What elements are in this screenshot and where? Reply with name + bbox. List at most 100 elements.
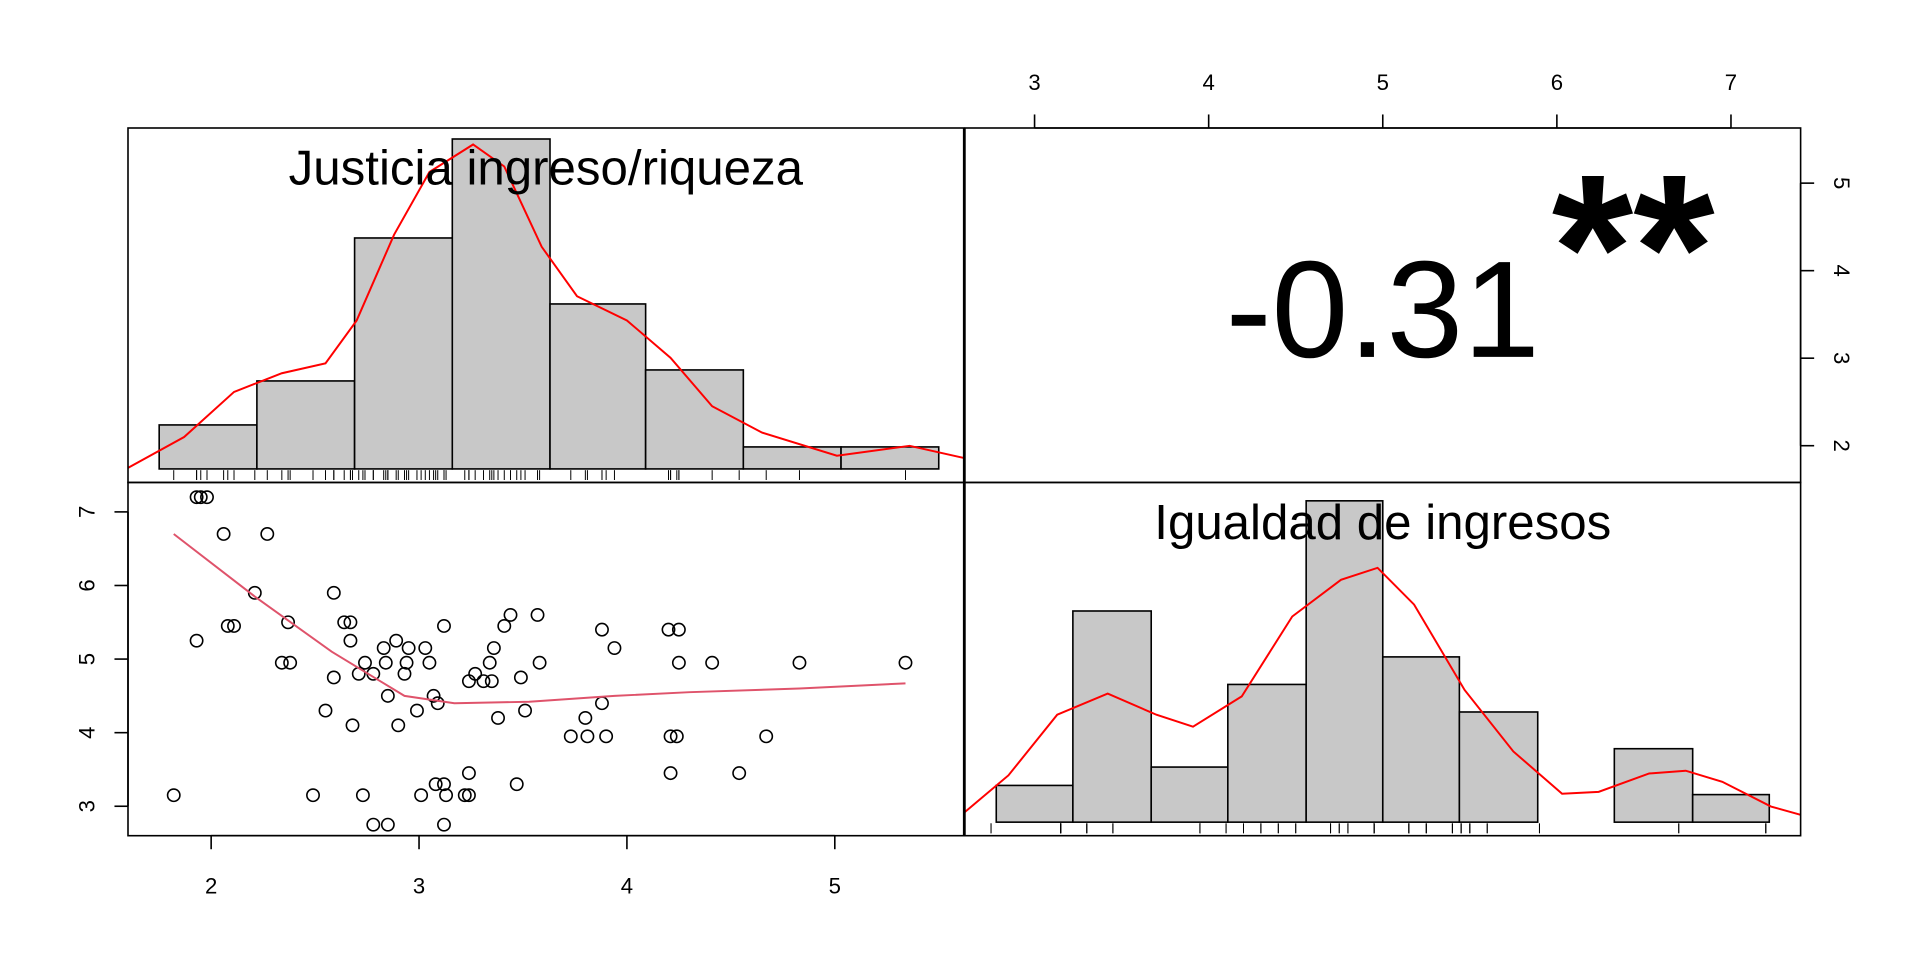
histogram-bar — [1613, 747, 1694, 823]
bottom-axis-tick-label: 5 — [829, 874, 841, 899]
scatter-point — [343, 633, 358, 648]
scatter-point — [227, 619, 241, 633]
scatter-point — [343, 615, 358, 630]
histogram-bar — [995, 784, 1074, 823]
scatter-point — [461, 788, 476, 803]
top-axis-tick-label: 7 — [1725, 70, 1737, 95]
scatter-point — [306, 788, 320, 803]
scatter-point — [669, 729, 684, 744]
scatter-point — [418, 641, 433, 655]
scatter-point — [283, 655, 298, 670]
scatter-point — [759, 729, 774, 744]
smooth-line — [173, 533, 906, 705]
panel-title: Justicia ingreso/riqueza — [289, 141, 804, 196]
scatter-point — [732, 766, 747, 781]
scatter-point — [410, 703, 424, 718]
scatter-point — [705, 655, 720, 670]
histogram-bar — [840, 446, 940, 470]
bottom-axis-tick-label: 4 — [621, 874, 633, 899]
histogram-bar — [742, 446, 842, 470]
scatter-point — [355, 788, 370, 803]
scatter-point — [482, 655, 497, 670]
scatter-point — [509, 777, 524, 792]
left-axis-tick-label: 3 — [74, 800, 99, 812]
scatter-point — [281, 615, 296, 630]
scatter-point — [216, 527, 231, 541]
scatter-point — [503, 607, 518, 622]
scatter-point — [532, 655, 547, 670]
scatter-point — [426, 688, 441, 703]
histogram-bar — [158, 424, 258, 470]
panel-frame — [127, 481, 965, 837]
scatter-point — [326, 585, 341, 600]
density-curve — [964, 566, 1801, 816]
scatter-point — [437, 619, 451, 633]
correlation-value: -0.31 — [1226, 233, 1540, 387]
scatter-point — [380, 817, 395, 832]
scatter-point — [401, 641, 416, 655]
scatter-point — [663, 766, 678, 781]
scatter-point — [661, 622, 676, 637]
bottom-axis-tick-label: 2 — [205, 874, 217, 899]
top-axis-tick-label: 3 — [1028, 70, 1040, 95]
scatter-point — [414, 788, 429, 803]
scatter-point — [376, 641, 391, 655]
scatter-point — [399, 655, 414, 670]
scatter-point — [391, 718, 406, 733]
scatter-point — [486, 641, 501, 655]
scatter-point — [274, 655, 289, 670]
scatter-point — [337, 615, 352, 630]
left-axis-tick-label: 6 — [74, 579, 99, 591]
scatter-point — [595, 622, 609, 637]
histogram-bar — [256, 380, 356, 470]
scatter-point — [193, 490, 208, 505]
top-axis-tick-label: 4 — [1203, 70, 1215, 95]
right-axis-tick-label: 2 — [1829, 440, 1854, 452]
histogram-bar — [1458, 711, 1539, 823]
histogram-bar — [1150, 766, 1229, 823]
scatter-point — [389, 633, 404, 648]
significance-stars: ** — [1552, 132, 1715, 365]
scatter-point — [671, 622, 686, 637]
scatter-point — [578, 710, 593, 725]
right-axis-tick-label: 4 — [1829, 264, 1854, 276]
panel-frame — [964, 481, 1802, 837]
histogram-bar — [451, 138, 551, 470]
left-axis-tick-label: 5 — [74, 653, 99, 665]
scatter-point — [326, 670, 341, 685]
scatter-point — [607, 641, 622, 655]
histogram-bar — [1381, 656, 1461, 823]
scatter-point — [439, 788, 454, 803]
scatter-point — [220, 619, 235, 633]
scatter-point — [437, 817, 451, 832]
density-curve — [127, 143, 964, 469]
scatter-point — [563, 729, 578, 744]
scatter-point — [518, 703, 533, 718]
scatter-point — [663, 729, 678, 744]
scatter-point — [430, 696, 445, 711]
scatter-point — [166, 788, 181, 803]
scatter-point — [200, 490, 214, 505]
scatter-point — [189, 633, 204, 648]
scatter-point — [599, 729, 614, 744]
scatter-point — [437, 777, 451, 792]
histogram-bar — [1072, 610, 1153, 823]
scatter-point — [366, 817, 381, 832]
top-axis-tick-label: 6 — [1551, 70, 1563, 95]
scatter-point — [898, 655, 913, 670]
scatter-point — [457, 788, 472, 803]
scatter-point — [468, 666, 483, 681]
scatter-point — [397, 666, 412, 681]
scatter-point — [380, 688, 395, 703]
panel-title: Igualdad de ingresos — [1154, 495, 1611, 550]
scatter-point — [530, 607, 545, 622]
scatter-point — [260, 527, 275, 541]
scatter-point — [189, 490, 204, 505]
scatter-point — [513, 670, 528, 685]
scatter-point — [580, 729, 595, 744]
right-axis-tick-label: 5 — [1829, 177, 1854, 189]
scatter-point — [358, 655, 372, 670]
scatter-point — [671, 655, 686, 670]
